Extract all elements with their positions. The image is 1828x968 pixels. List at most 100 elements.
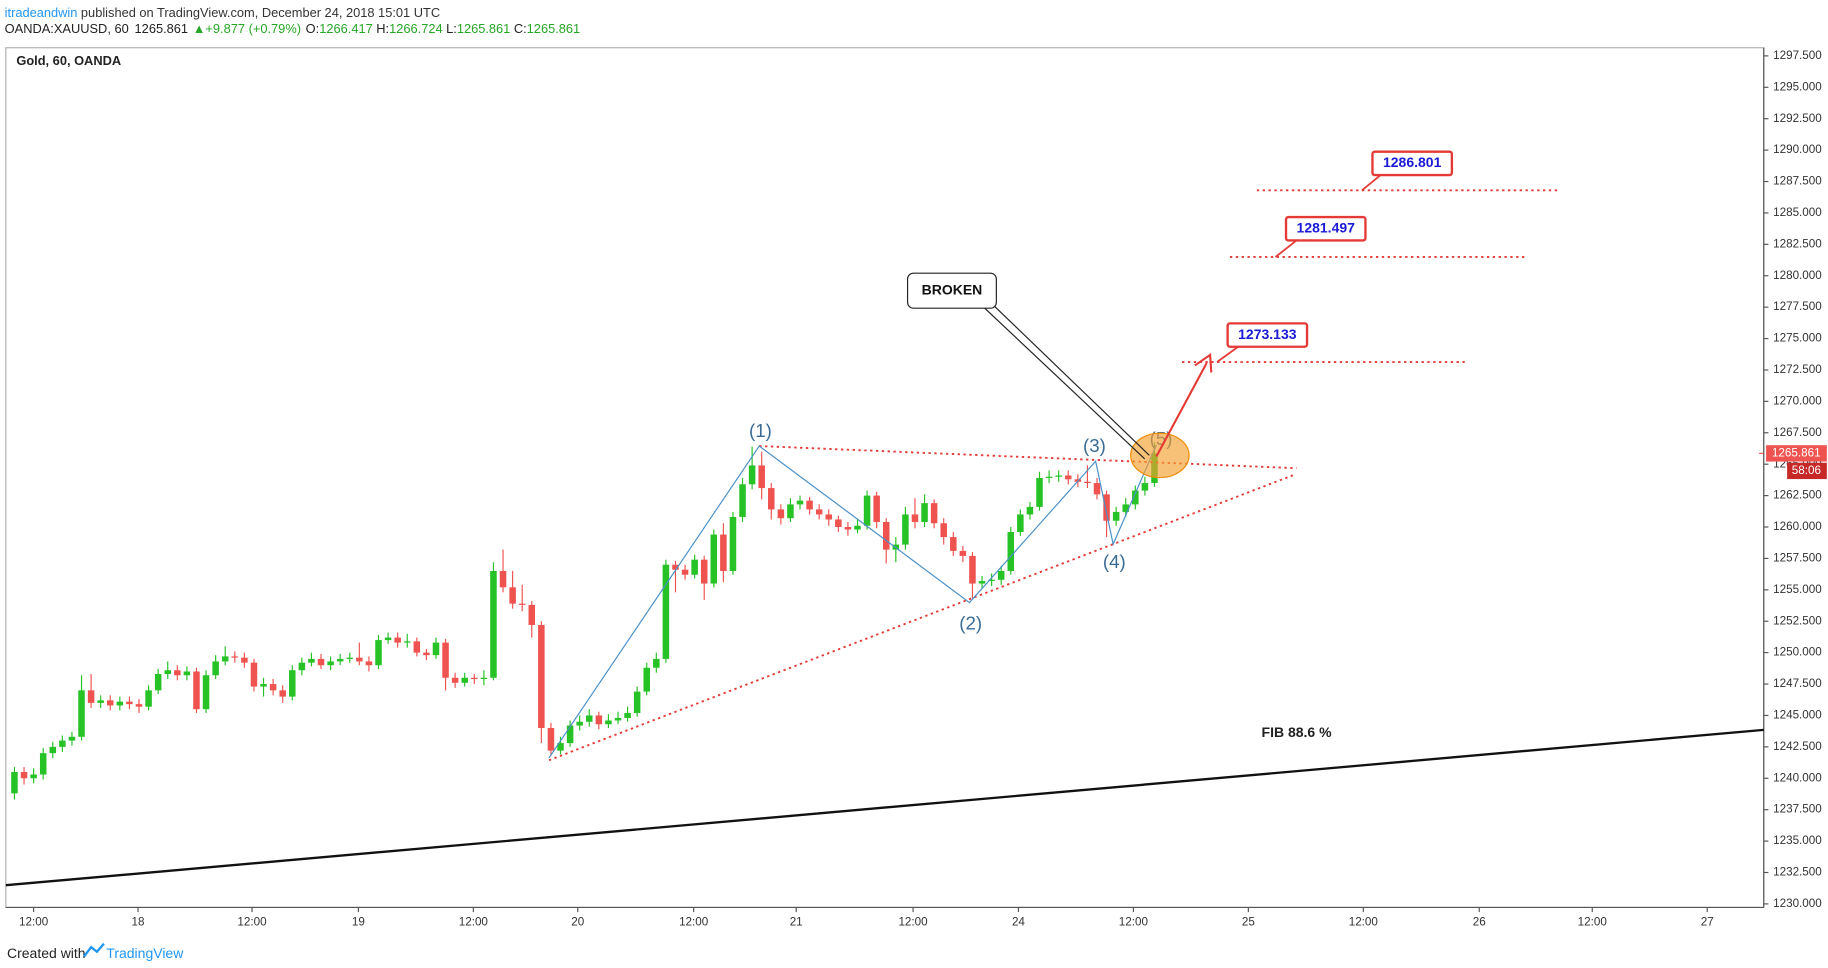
candle-body bbox=[78, 690, 85, 737]
wave-label: (4) bbox=[1103, 551, 1126, 572]
y-tick-label: 1287.500 bbox=[1773, 175, 1822, 188]
candle-body bbox=[490, 570, 497, 678]
candle-body bbox=[624, 712, 631, 718]
candle-body bbox=[1084, 481, 1091, 484]
candle-body bbox=[672, 564, 679, 570]
candle-body bbox=[1064, 475, 1072, 480]
candle-body bbox=[1055, 475, 1062, 477]
candle-body bbox=[586, 715, 593, 722]
published: published on TradingView.com, December 2… bbox=[81, 5, 440, 20]
price: 1265.861 bbox=[135, 22, 189, 37]
candle-body bbox=[835, 519, 842, 528]
candle-body bbox=[68, 736, 76, 741]
candle-body bbox=[509, 587, 516, 604]
candle-body bbox=[365, 661, 373, 666]
targets: 1273.133 1281.497 1286.801 bbox=[1182, 150, 1561, 363]
candle-body bbox=[882, 521, 890, 550]
x-tick-label: 26 bbox=[1473, 916, 1486, 929]
candle-body bbox=[145, 690, 152, 707]
candle-body bbox=[720, 534, 727, 571]
candle-body bbox=[212, 661, 219, 676]
x-tick-label: 12:00 bbox=[1119, 916, 1149, 929]
candle-body bbox=[1141, 483, 1149, 491]
y-tick-label: 1275.000 bbox=[1773, 332, 1822, 345]
chart-legend: Gold, 60, OANDA bbox=[16, 53, 121, 68]
breakout-highlight bbox=[1130, 432, 1190, 479]
candle-body bbox=[231, 656, 239, 658]
y-tick-label: 1295.000 bbox=[1773, 80, 1822, 93]
candle-body bbox=[1026, 506, 1034, 515]
quote-key: H: bbox=[376, 22, 389, 37]
candle-body bbox=[997, 570, 1005, 580]
candle-body bbox=[327, 661, 334, 666]
author[interactable]: itradeandwin bbox=[5, 5, 78, 20]
candle-body bbox=[940, 523, 947, 538]
candle-body bbox=[442, 642, 449, 678]
candle-body bbox=[1122, 504, 1129, 512]
y-tick-label: 1285.000 bbox=[1773, 206, 1822, 219]
candle-body bbox=[413, 641, 421, 653]
candle-body bbox=[825, 514, 833, 520]
y-tick-label: 1260.000 bbox=[1773, 520, 1822, 533]
candle-body bbox=[1093, 483, 1101, 495]
x-tick-label: 12:00 bbox=[1578, 916, 1608, 929]
candle-body bbox=[1132, 490, 1139, 505]
candle-body bbox=[662, 564, 670, 659]
candle-body bbox=[394, 637, 401, 643]
brand-text[interactable]: TradingView bbox=[106, 945, 184, 961]
candle-body bbox=[1112, 511, 1120, 521]
y-tick-label: 1230.000 bbox=[1773, 897, 1822, 910]
candle-body bbox=[796, 500, 804, 505]
symbol: OANDA:XAUUSD, 60 bbox=[5, 22, 129, 37]
quote-value: 1265.861 bbox=[527, 22, 581, 37]
candle-body bbox=[700, 559, 708, 584]
candle-body bbox=[49, 746, 57, 754]
target-box bbox=[1371, 150, 1454, 177]
candle-body bbox=[614, 717, 622, 721]
quote-key: C: bbox=[514, 22, 527, 37]
wave-label: (3) bbox=[1083, 435, 1106, 456]
header-line-2: OANDA:XAUUSD, 60 1265.861 ▲+9.877 (+0.79%)… bbox=[5, 22, 581, 37]
x-tick-label: 12:00 bbox=[679, 916, 709, 929]
candle-body bbox=[518, 603, 526, 605]
target-label: 1281.497 bbox=[1297, 219, 1356, 235]
candle-body bbox=[950, 537, 957, 551]
x-tick-label: 12:00 bbox=[898, 916, 928, 929]
y-tick-label: 1245.000 bbox=[1773, 709, 1822, 722]
callout-text: BROKEN bbox=[922, 281, 983, 297]
x-tick-label: 27 bbox=[1701, 916, 1714, 929]
last-price-box bbox=[1766, 445, 1827, 462]
y-tick-label: 1240.000 bbox=[1773, 771, 1822, 784]
candle-body bbox=[547, 728, 555, 751]
candle-body bbox=[557, 743, 564, 751]
candle-body bbox=[451, 677, 459, 683]
countdown-box bbox=[1787, 462, 1827, 480]
candle-body bbox=[710, 534, 718, 584]
support-trendline bbox=[5, 728, 1764, 887]
candle-body bbox=[375, 640, 382, 666]
x-tick-label: 24 bbox=[1012, 916, 1025, 929]
candle-body bbox=[873, 495, 880, 522]
target-pointer bbox=[1274, 239, 1298, 258]
axes: 1230.000 1232.500 1235.000 1237.500 1240.000… bbox=[5, 47, 1827, 929]
candle-body bbox=[844, 527, 852, 530]
y-tick-label: 1282.500 bbox=[1773, 237, 1822, 250]
y-tick-label: 1242.500 bbox=[1773, 740, 1822, 753]
quote-key: L: bbox=[446, 22, 457, 37]
candle-body bbox=[1045, 476, 1053, 479]
header-line-1: itradeandwin published on TradingView.com… bbox=[5, 5, 440, 20]
candle-body bbox=[969, 555, 976, 584]
candle-body bbox=[815, 509, 823, 515]
candle-body bbox=[787, 504, 794, 519]
candle-body bbox=[202, 675, 210, 710]
candle-body bbox=[959, 550, 967, 556]
candle-body bbox=[241, 657, 248, 663]
candle-body bbox=[164, 670, 171, 674]
candle-body bbox=[403, 641, 411, 643]
candle-body bbox=[59, 740, 66, 747]
candle-body bbox=[921, 503, 928, 522]
x-tick-label: 12:00 bbox=[19, 916, 49, 929]
candle-body bbox=[988, 579, 995, 582]
